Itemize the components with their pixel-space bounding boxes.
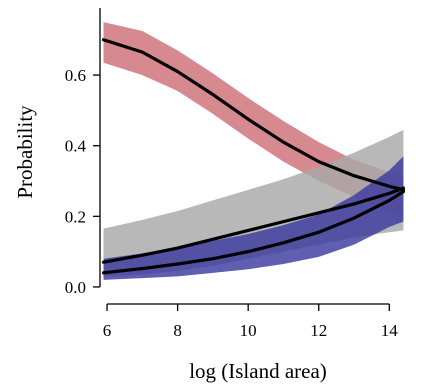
y-tick-label: 0.6: [65, 66, 86, 85]
x-tick-label: 12: [310, 321, 327, 340]
x-tick-label: 8: [173, 321, 182, 340]
x-tick-label: 6: [103, 321, 112, 340]
fitted-lines: [101, 38, 406, 275]
x-axis-ticks: 6 8 10 12 14: [103, 304, 398, 340]
fitted-line-1: [101, 38, 406, 192]
y-axis-title: Probability: [13, 105, 37, 199]
y-tick-label: 0.0: [65, 278, 86, 297]
y-tick-label: 0.2: [65, 207, 86, 226]
y-tick-label: 0.4: [65, 137, 87, 156]
x-tick-label: 14: [381, 321, 399, 340]
fitted-line-2: [101, 186, 406, 264]
y-axis-ticks: 0.0 0.2 0.4 0.6: [65, 66, 100, 297]
x-axis-title: log (Island area): [189, 359, 327, 383]
confidence-bands: [103, 22, 404, 280]
x-tick-label: 10: [240, 321, 257, 340]
fitted-line-3: [101, 190, 406, 275]
